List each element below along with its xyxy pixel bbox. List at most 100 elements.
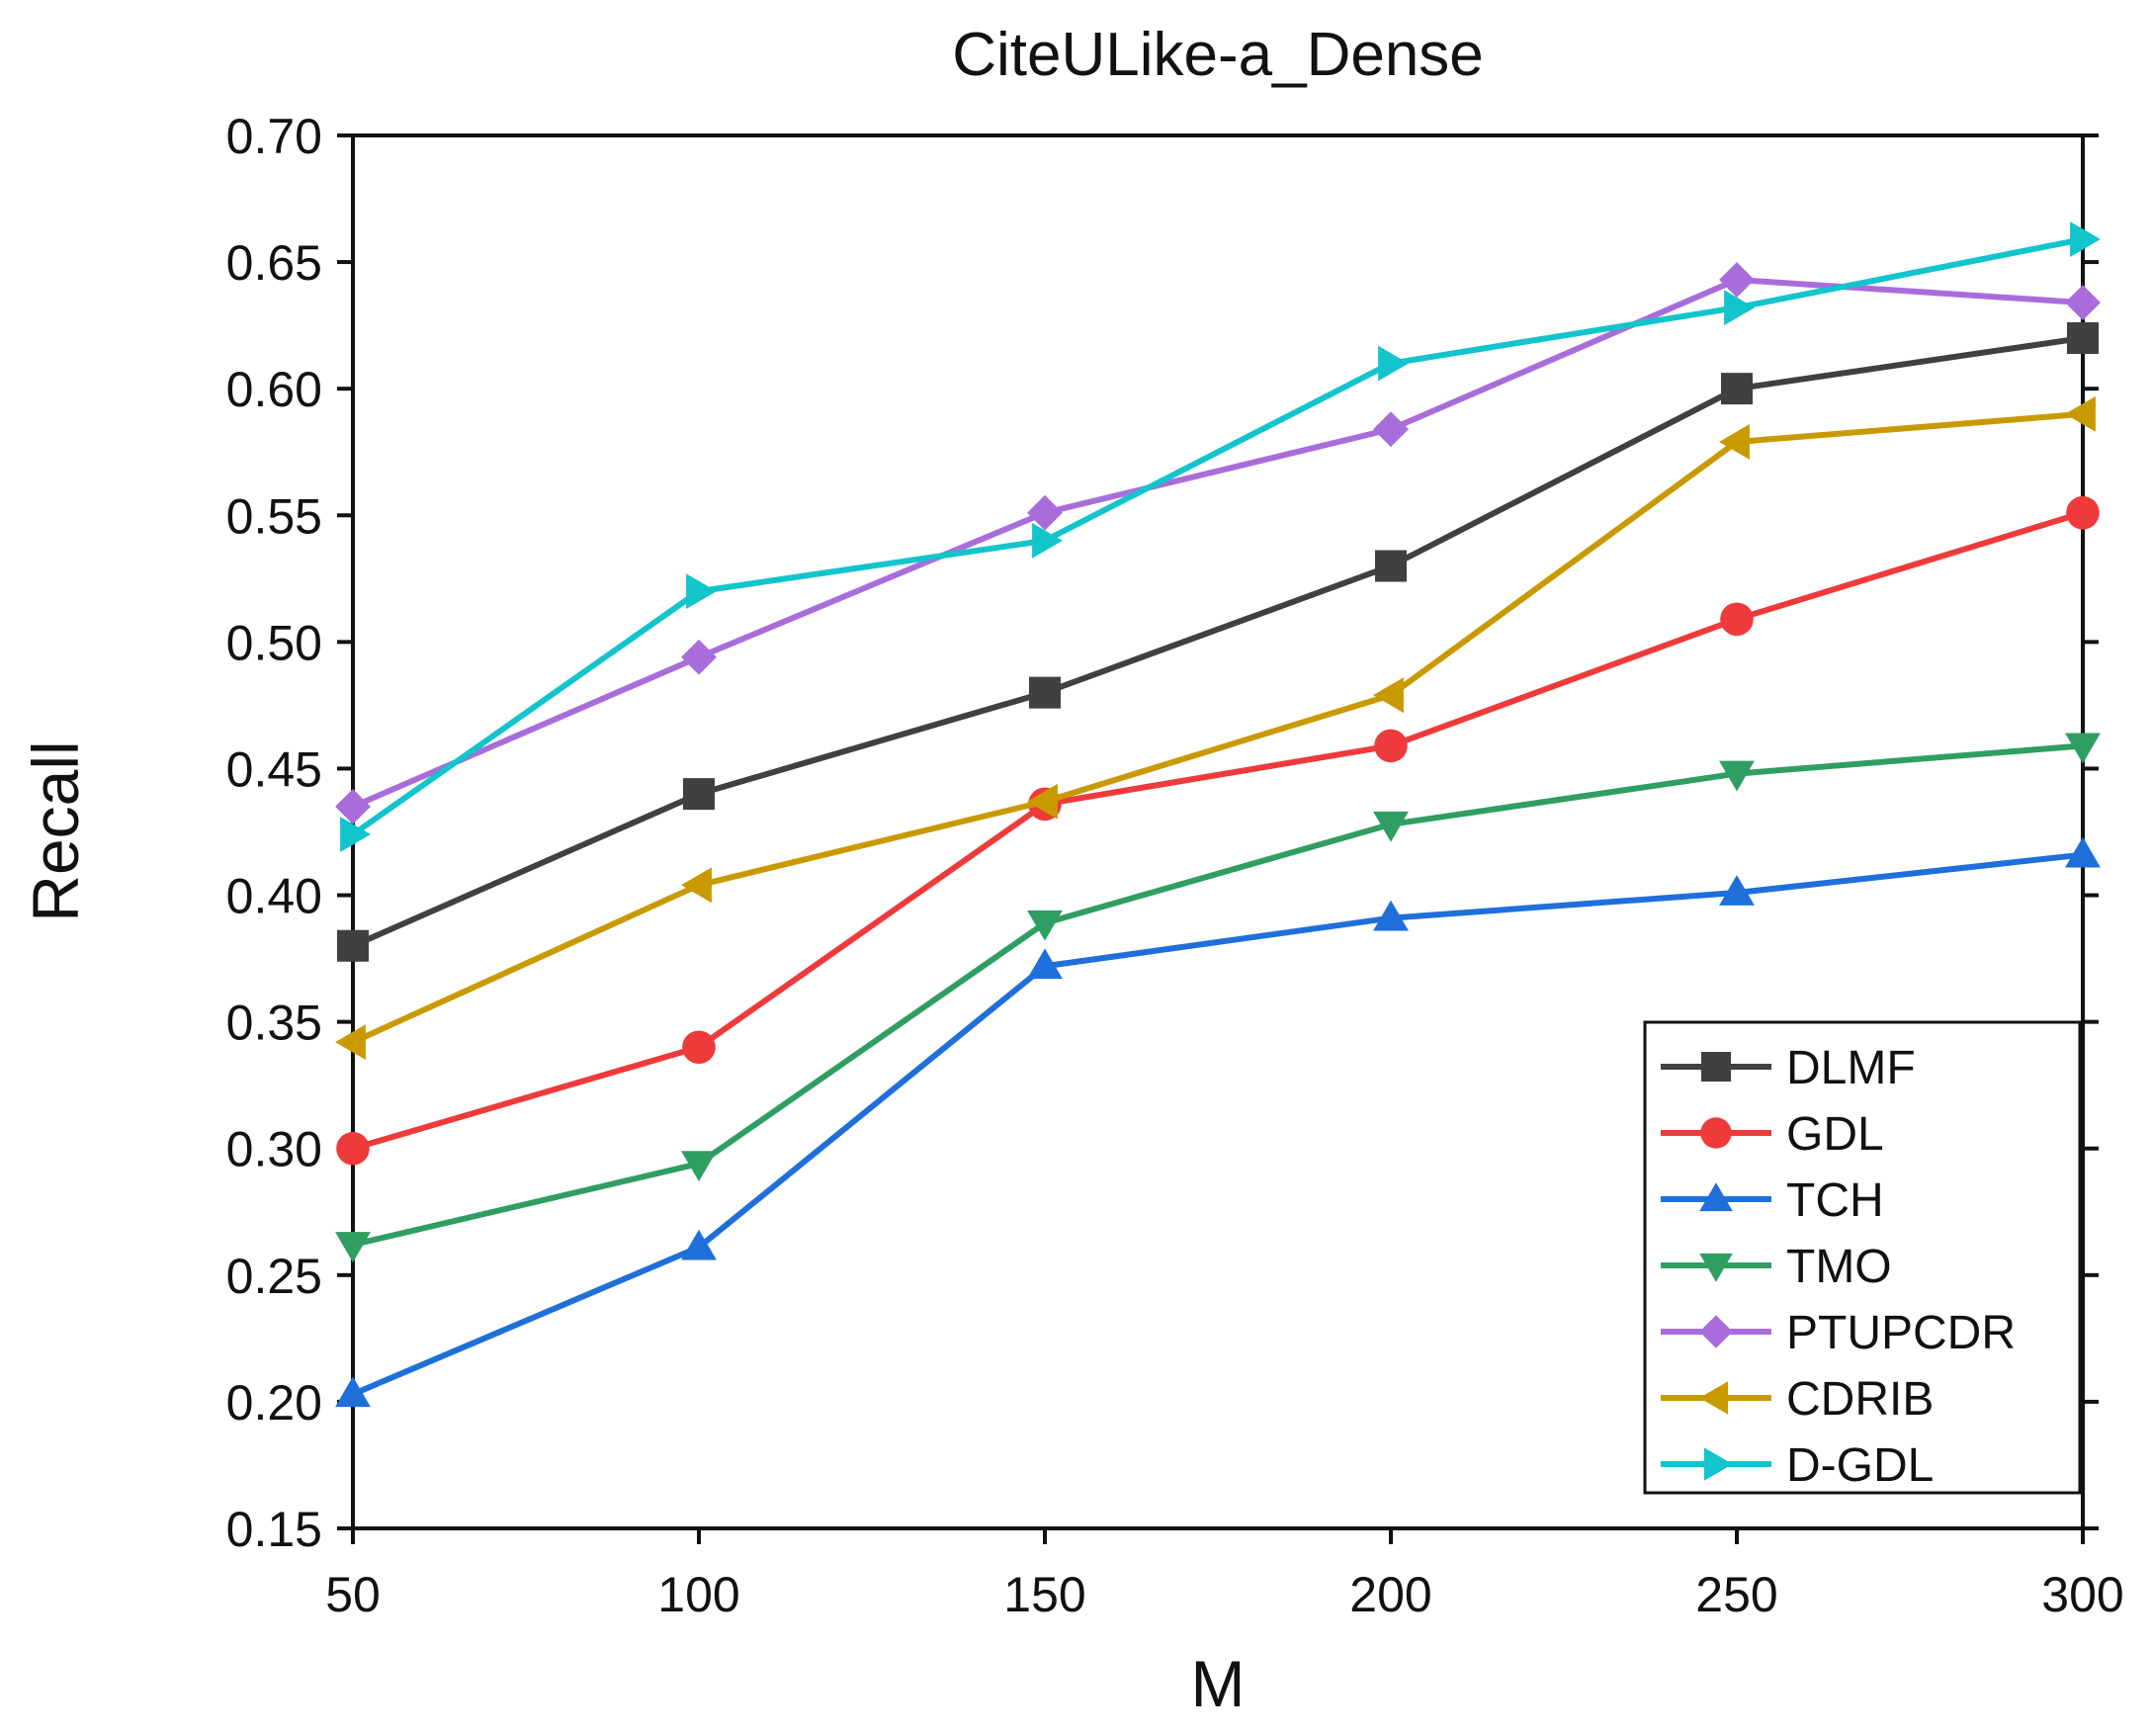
data-point-dlmf (1375, 550, 1407, 582)
data-point-cdrib (1719, 424, 1750, 460)
legend-marker (1699, 1315, 1733, 1348)
legend-item-gdl: GDL (1661, 1108, 1884, 1161)
legend-label: PTUPCDR (1786, 1307, 2016, 1359)
series-line-gdl (350, 509, 2086, 1152)
y-tick-label: 0.60 (226, 362, 322, 417)
data-point-ptupcdr (1027, 494, 1063, 531)
legend: DLMF GDL TCH TMO PTUPCDR CDRIB D-GDL (1643, 1020, 2082, 1495)
y-tick-label: 0.45 (226, 741, 322, 797)
data-point-d-gdl (1378, 345, 1409, 382)
data-point-tch (1027, 948, 1063, 980)
y-tick-label: 0.35 (226, 996, 322, 1051)
legend-item-dlmf: DLMF (1661, 1042, 1916, 1094)
legend-label: D-GDL (1786, 1439, 1934, 1492)
series-d-gdl (340, 221, 2101, 852)
data-point-d-gdl (340, 817, 371, 852)
data-point-cdrib (681, 867, 712, 904)
data-point-cdrib (1373, 677, 1404, 714)
series-tmo (335, 733, 2101, 1262)
x-tick-label: 200 (1349, 1567, 1431, 1622)
data-point-tmo (1719, 760, 1755, 792)
legend-item-tmo: TMO (1661, 1241, 1892, 1293)
data-point-ptupcdr (1373, 411, 1409, 448)
data-point-tch (335, 1376, 371, 1408)
legend-label: TMO (1786, 1241, 1892, 1293)
legend-marker (1703, 1447, 1733, 1481)
series-ptupcdr (335, 262, 2101, 825)
series-dlmf (337, 321, 2099, 962)
x-tick-label: 50 (325, 1567, 381, 1622)
x-tick-label: 150 (1003, 1567, 1085, 1622)
legend-item-ptupcdr: PTUPCDR (1661, 1307, 2016, 1359)
data-point-gdl (1374, 729, 1408, 763)
data-point-ptupcdr (335, 788, 371, 825)
data-point-ptupcdr (1719, 262, 1755, 298)
data-point-gdl (2066, 495, 2100, 530)
y-axis: 0.15 0.20 0.25 0.30 0.35 0.40 0.45 0.50 0.55 0.60… (226, 109, 2099, 1557)
chart-title: CiteULike-a_Dense (952, 21, 1484, 89)
data-point-dlmf (2067, 321, 2099, 354)
legend-label: CDRIB (1786, 1373, 1934, 1426)
y-axis-label: Recall (19, 740, 92, 921)
data-point-d-gdl (2070, 221, 2101, 257)
data-point-tmo (1027, 910, 1063, 941)
data-point-cdrib (1027, 783, 1058, 820)
data-point-dlmf (1029, 676, 1061, 709)
data-point-tch (1719, 875, 1755, 906)
legend-label: DLMF (1786, 1042, 1916, 1094)
y-tick-label: 0.30 (226, 1122, 322, 1177)
data-point-dlmf (1721, 373, 1753, 405)
legend-marker (1699, 1253, 1733, 1282)
y-tick-label: 0.70 (226, 109, 322, 164)
legend-label: GDL (1786, 1108, 1884, 1161)
y-tick-label: 0.50 (226, 615, 322, 670)
data-point-d-gdl (1724, 290, 1755, 326)
data-point-ptupcdr (681, 639, 717, 675)
data-point-tmo (1373, 811, 1409, 842)
y-tick-label: 0.40 (226, 869, 322, 924)
data-point-gdl (1720, 602, 1754, 637)
data-point-tmo (681, 1151, 717, 1182)
data-point-tmo (2065, 733, 2101, 764)
x-tick-label: 300 (2041, 1567, 2123, 1622)
y-tick-label: 0.25 (226, 1249, 322, 1304)
series-tch (335, 836, 2101, 1408)
data-point-tch (2065, 836, 2101, 868)
data-point-ptupcdr (2065, 285, 2101, 320)
data-point-d-gdl (686, 573, 717, 610)
y-tick-label: 0.65 (226, 235, 322, 291)
series-line-tmo (350, 742, 2086, 1249)
legend-marker (1701, 1052, 1731, 1082)
data-point-d-gdl (1032, 522, 1063, 559)
data-point-cdrib (335, 1024, 366, 1061)
data-point-tch (1373, 900, 1409, 931)
data-point-dlmf (683, 778, 715, 811)
legend-item-cdrib: CDRIB (1661, 1373, 1934, 1426)
data-point-dlmf (337, 929, 369, 962)
legend-item-d-gdl: D-GDL (1661, 1439, 1934, 1492)
series-cdrib (335, 395, 2096, 1061)
y-tick-label: 0.15 (226, 1502, 322, 1557)
data-point-tch (681, 1229, 717, 1260)
data-point-gdl (682, 1030, 716, 1065)
x-axis: 50 100 150 200 250 300 (325, 1528, 2124, 1622)
legend-label: TCH (1786, 1174, 1884, 1227)
data-point-tmo (335, 1232, 371, 1262)
series-layer (335, 221, 2101, 1408)
y-tick-label: 0.20 (226, 1375, 322, 1431)
legend-marker (1699, 1381, 1729, 1415)
series-line-dlmf (350, 334, 2086, 949)
y-tick-label: 0.55 (226, 488, 322, 544)
series-line-cdrib (350, 410, 2086, 1046)
data-point-cdrib (2065, 395, 2096, 432)
series-line-ptupcdr (350, 277, 2086, 810)
x-tick-label: 250 (1695, 1567, 1777, 1622)
x-tick-label: 100 (657, 1567, 739, 1622)
series-line-tch (350, 851, 2086, 1398)
x-axis-label: M (1191, 1647, 1246, 1720)
legend-marker (1700, 1117, 1732, 1149)
legend-item-tch: TCH (1661, 1174, 1884, 1227)
legend-marker (1699, 1182, 1733, 1212)
data-point-gdl (336, 1131, 370, 1166)
